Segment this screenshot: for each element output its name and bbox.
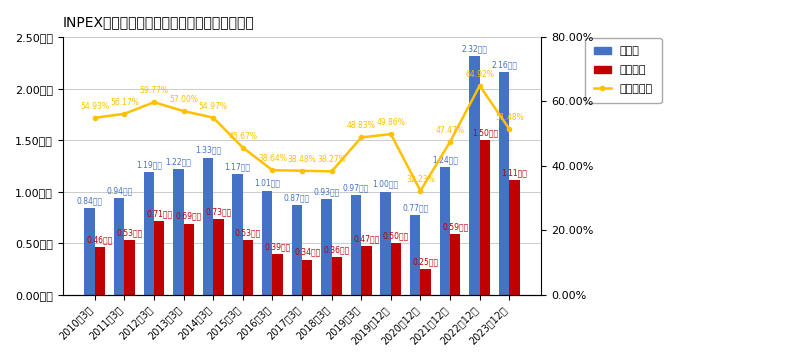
Text: 2.16兆円: 2.16兆円 — [491, 60, 517, 69]
Bar — [381, 192, 391, 295]
Text: 56.17%: 56.17% — [110, 98, 139, 107]
Legend: 売上高, 営業利益, 営業利益率: 売上高, 営業利益, 営業利益率 — [586, 38, 662, 103]
Text: 0.25兆円: 0.25兆円 — [413, 257, 438, 266]
Text: 0.39兆円: 0.39兆円 — [265, 243, 290, 252]
営業利益率 — [268, 168, 278, 172]
営業利益率 — [298, 169, 307, 173]
営業利益率 — [90, 116, 100, 120]
Text: 2.32兆円: 2.32兆円 — [462, 44, 487, 53]
Text: 45.67%: 45.67% — [228, 132, 258, 141]
Bar — [125, 240, 135, 295]
Bar — [233, 174, 243, 295]
Text: 0.77兆円: 0.77兆円 — [402, 204, 429, 213]
Text: 0.59兆円: 0.59兆円 — [442, 222, 468, 231]
Line: 営業利益率: 営業利益率 — [93, 83, 511, 193]
Text: 51.48%: 51.48% — [495, 113, 524, 122]
Text: 54.93%: 54.93% — [80, 102, 110, 111]
Bar — [440, 167, 450, 295]
Text: 0.69兆円: 0.69兆円 — [176, 212, 202, 221]
営業利益率 — [238, 145, 248, 150]
Text: 1.00兆円: 1.00兆円 — [373, 180, 398, 189]
Bar — [480, 140, 490, 295]
営業利益率 — [475, 83, 485, 88]
Bar — [273, 255, 283, 295]
営業利益率 — [327, 169, 337, 174]
営業利益率 — [120, 112, 130, 116]
Text: 32.23%: 32.23% — [406, 175, 435, 184]
営業利益率 — [179, 109, 189, 113]
Bar — [421, 269, 431, 295]
Bar — [203, 158, 214, 295]
営業利益率 — [150, 100, 159, 104]
Text: 0.47兆円: 0.47兆円 — [354, 234, 379, 243]
Bar — [499, 72, 510, 295]
Text: 0.73兆円: 0.73兆円 — [206, 208, 231, 217]
Text: 1.22兆円: 1.22兆円 — [166, 157, 191, 166]
Bar — [450, 234, 461, 295]
営業利益率 — [357, 135, 366, 140]
Bar — [510, 180, 520, 295]
Text: 1.11兆円: 1.11兆円 — [502, 169, 527, 178]
Text: 1.50兆円: 1.50兆円 — [472, 128, 498, 137]
Text: 49.86%: 49.86% — [377, 118, 406, 127]
Bar — [174, 169, 184, 295]
Text: 59.77%: 59.77% — [139, 86, 169, 95]
Text: 1.33兆円: 1.33兆円 — [195, 146, 221, 155]
Bar — [470, 56, 480, 295]
Text: 38.64%: 38.64% — [258, 154, 287, 163]
Text: 1.24兆円: 1.24兆円 — [432, 155, 458, 164]
Text: INPEXの売上高・営業利益・営業利益率の推移: INPEXの売上高・営業利益・営業利益率の推移 — [62, 15, 254, 29]
Text: 0.36兆円: 0.36兆円 — [324, 246, 350, 255]
営業利益率 — [505, 127, 514, 131]
Text: 0.46兆円: 0.46兆円 — [87, 235, 113, 244]
Text: 0.97兆円: 0.97兆円 — [343, 183, 370, 192]
Bar — [322, 199, 332, 295]
Bar — [302, 260, 313, 295]
Text: 38.27%: 38.27% — [318, 156, 346, 165]
Text: 0.50兆円: 0.50兆円 — [383, 231, 409, 240]
Bar — [391, 243, 402, 295]
営業利益率 — [416, 189, 426, 193]
Bar — [362, 246, 372, 295]
Bar — [332, 257, 342, 295]
Bar — [410, 215, 421, 295]
Bar — [214, 219, 224, 295]
Text: 64.92%: 64.92% — [466, 70, 494, 79]
Text: 0.53兆円: 0.53兆円 — [117, 228, 142, 237]
営業利益率 — [386, 132, 396, 136]
Text: 0.93兆円: 0.93兆円 — [314, 187, 340, 196]
Bar — [154, 221, 165, 295]
Text: 0.87兆円: 0.87兆円 — [284, 193, 310, 202]
Bar — [95, 247, 106, 295]
Text: 47.47%: 47.47% — [435, 126, 465, 135]
Text: 48.83%: 48.83% — [347, 121, 376, 130]
Bar — [351, 195, 362, 295]
Text: 0.84兆円: 0.84兆円 — [77, 196, 102, 205]
Bar — [114, 198, 125, 295]
Text: 1.17兆円: 1.17兆円 — [225, 162, 250, 171]
Bar — [262, 191, 273, 295]
Text: 0.71兆円: 0.71兆円 — [146, 210, 172, 219]
営業利益率 — [209, 116, 218, 120]
Bar — [144, 172, 154, 295]
Text: 0.94兆円: 0.94兆円 — [106, 186, 132, 195]
営業利益率 — [446, 140, 455, 144]
Bar — [85, 208, 95, 295]
Text: 54.97%: 54.97% — [198, 102, 228, 111]
Text: 0.34兆円: 0.34兆円 — [294, 248, 320, 257]
Text: 1.01兆円: 1.01兆円 — [254, 179, 280, 188]
Bar — [243, 240, 254, 295]
Text: 1.19兆円: 1.19兆円 — [136, 160, 162, 169]
Bar — [292, 205, 302, 295]
Bar — [184, 223, 194, 295]
Text: 57.00%: 57.00% — [169, 95, 198, 104]
Text: 38.48%: 38.48% — [288, 155, 317, 164]
Text: 0.53兆円: 0.53兆円 — [235, 228, 261, 237]
